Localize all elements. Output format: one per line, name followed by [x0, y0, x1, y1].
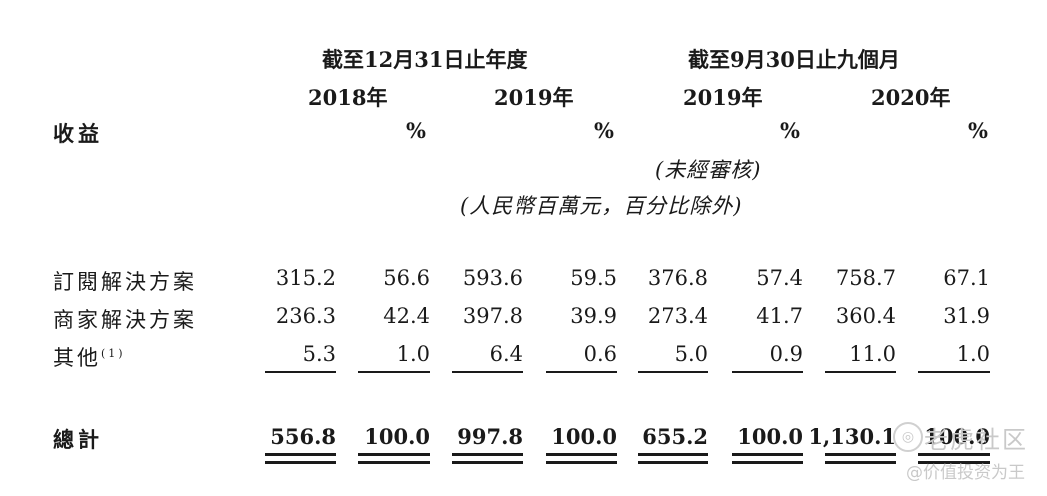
total-cell: 100.0: [924, 424, 990, 449]
table-cell: 397.8: [462, 304, 523, 328]
pct-header: %: [780, 118, 800, 143]
subtotal-rule: [638, 371, 708, 373]
total-double-rule: [546, 453, 617, 456]
total-double-rule: [918, 453, 990, 456]
total-double-rule: [358, 453, 430, 456]
total-double-rule: [638, 461, 708, 464]
row-label: 其他(1): [53, 342, 126, 372]
total-double-rule: [638, 453, 708, 456]
table-cell: 273.4: [647, 304, 708, 328]
subtotal-rule: [918, 371, 990, 373]
table-cell: 59.5: [570, 266, 617, 290]
total-double-rule: [265, 461, 336, 464]
subtotal-rule: [265, 371, 336, 373]
unit-note: (人民幣百萬元，百分比除外): [460, 194, 743, 218]
subtotal-rule: [546, 371, 617, 373]
total-cell: 556.8: [270, 424, 336, 449]
table-cell: 593.6: [462, 266, 523, 290]
total-label: 總計: [53, 427, 103, 452]
table-cell: 31.9: [943, 304, 990, 328]
table-cell: 1.0: [956, 342, 990, 366]
watermark-logo-icon: ◎: [893, 422, 923, 452]
total-cell: 655.2: [642, 424, 708, 449]
pct-header: %: [594, 118, 614, 143]
total-cell: 100.0: [364, 424, 430, 449]
header-group-nine-months: 截至9月30日止九個月: [688, 47, 900, 72]
row-label: 商家解決方案: [53, 304, 197, 334]
total-double-rule: [918, 461, 990, 464]
total-cell: 1,130.1: [808, 424, 896, 449]
total-double-rule: [358, 461, 430, 464]
table-cell: 39.9: [570, 304, 617, 328]
table-cell: 5.3: [302, 342, 336, 366]
table-cell: 236.3: [275, 304, 336, 328]
year-2018: 2018年: [308, 85, 388, 110]
table-cell: 376.8: [647, 266, 708, 290]
row-label-text: 訂閱解決方案: [53, 270, 197, 294]
table-cell: 360.4: [835, 304, 896, 328]
row-label-text: 商家解決方案: [53, 308, 197, 332]
total-double-rule: [452, 453, 523, 456]
row-label-text: 其他: [53, 346, 101, 370]
table-cell: 758.7: [835, 266, 896, 290]
footnote-marker: (1): [101, 347, 126, 360]
subtotal-rule: [732, 371, 803, 373]
table-cell: 67.1: [943, 266, 990, 290]
table-cell: 6.4: [489, 342, 523, 366]
subtotal-rule: [358, 371, 430, 373]
total-double-rule: [732, 453, 803, 456]
total-cell: 100.0: [551, 424, 617, 449]
table-cell: 0.9: [769, 342, 803, 366]
table-cell: 11.0: [849, 342, 896, 366]
table-cell: 5.0: [674, 342, 708, 366]
subtotal-rule: [825, 371, 896, 373]
table-cell: 315.2: [275, 266, 336, 290]
watermark-title: 老虎社区: [924, 426, 1028, 454]
table-cell: 1.0: [396, 342, 430, 366]
pct-header: %: [406, 118, 426, 143]
table-cell: 0.6: [583, 342, 617, 366]
total-double-rule: [825, 453, 896, 456]
subtotal-rule: [452, 371, 523, 373]
total-cell: 997.8: [457, 424, 523, 449]
total-double-rule: [546, 461, 617, 464]
header-group-fiscal-year: 截至12月31日止年度: [322, 47, 528, 72]
total-double-rule: [265, 453, 336, 456]
total-double-rule: [452, 461, 523, 464]
table-cell: 42.4: [383, 304, 430, 328]
section-label-revenue: 收益: [53, 121, 103, 146]
table-cell: 56.6: [383, 266, 430, 290]
year-2020: 2020年: [871, 85, 951, 110]
pct-header: %: [968, 118, 988, 143]
year-2019-9m: 2019年: [683, 85, 763, 110]
total-double-rule: [825, 461, 896, 464]
year-2019-fy: 2019年: [494, 85, 574, 110]
watermark-handle: @价值投资为王: [906, 463, 1025, 483]
table-cell: 57.4: [756, 266, 803, 290]
table-cell: 41.7: [756, 304, 803, 328]
total-double-rule: [732, 461, 803, 464]
row-label: 訂閱解決方案: [53, 266, 197, 296]
unaudited-note: (未經審核): [655, 158, 762, 182]
total-cell: 100.0: [737, 424, 803, 449]
